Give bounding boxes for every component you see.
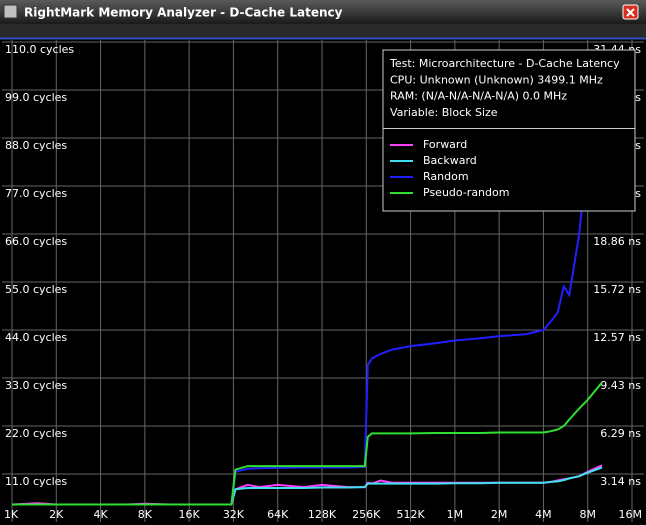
- info-line: RAM: (N/A-N/A-N/A-N/A) 0.0 MHz: [390, 90, 567, 103]
- y2-tick-label: 9.43 ns: [600, 379, 641, 392]
- plot: 1K 2K 4K 8K 16K 32K 64K 128K 256K 512K 1M 2M 4M 8M 16M…: [2, 40, 644, 522]
- legend-label: Backward: [423, 154, 477, 167]
- legend-label: Random: [423, 170, 469, 183]
- title-bar: [0, 0, 646, 24]
- y-tick-label: 11.0 cycles: [5, 475, 67, 488]
- info-line: Test: Microarchitecture - D-Cache Latenc…: [389, 57, 620, 70]
- toolbar-strip: [0, 24, 646, 38]
- legend-box: [382, 49, 636, 212]
- y-tick-label: 77.0 cycles: [5, 187, 67, 200]
- x-tick-label: 4K: [93, 508, 108, 521]
- y-tick-label: 88.0 cycles: [5, 139, 67, 152]
- x-tick-label: 256K: [352, 508, 381, 521]
- series-line: [12, 381, 603, 506]
- app-icon: [3, 4, 18, 19]
- y-tick-label: 66.0 cycles: [5, 235, 67, 248]
- legend-label: Pseudo-random: [423, 186, 509, 199]
- x-tick-label: 128K: [308, 508, 337, 521]
- y-tick-label: 22.0 cycles: [5, 427, 67, 440]
- window-title: RightMark Memory Analyzer - D-Cache Late…: [24, 6, 343, 20]
- y2-tick-label: 15.72 ns: [593, 283, 641, 296]
- legend-label: Forward: [423, 138, 467, 151]
- y2-tick-label: 3.14 ns: [600, 475, 641, 488]
- x-tick-label: 4M: [535, 508, 552, 521]
- x-tick-label: 2M: [491, 508, 508, 521]
- y2-tick-label: 18.86 ns: [593, 235, 641, 248]
- x-tick-label: 8M: [579, 508, 596, 521]
- y-tick-label: 99.0 cycles: [5, 91, 67, 104]
- x-tick-label: 8K: [138, 508, 153, 521]
- x-tick-label: 512K: [396, 508, 425, 521]
- y-tick-label: 110.0 cycles: [5, 43, 74, 56]
- x-tick-label: 32K: [223, 508, 245, 521]
- x-tick-label: 1M: [447, 508, 464, 521]
- y-tick-label: 33.0 cycles: [5, 379, 67, 392]
- x-tick-label: 1K: [4, 508, 19, 521]
- x-tick-label: 16K: [179, 508, 201, 521]
- y2-tick-label: 12.57 ns: [593, 331, 641, 344]
- info-line: CPU: Unknown (Unknown) 3499.1 MHz: [390, 73, 603, 86]
- y-tick-label: 55.0 cycles: [5, 283, 67, 296]
- info-line: Variable: Block Size: [390, 106, 498, 119]
- x-tick-label: 16M: [619, 508, 643, 521]
- y-tick-label: 44.0 cycles: [5, 331, 67, 344]
- x-tick-label: 2K: [49, 508, 64, 521]
- y2-tick-label: 6.29 ns: [600, 427, 641, 440]
- close-button[interactable]: [622, 4, 639, 20]
- x-tick-label: 64K: [267, 508, 289, 521]
